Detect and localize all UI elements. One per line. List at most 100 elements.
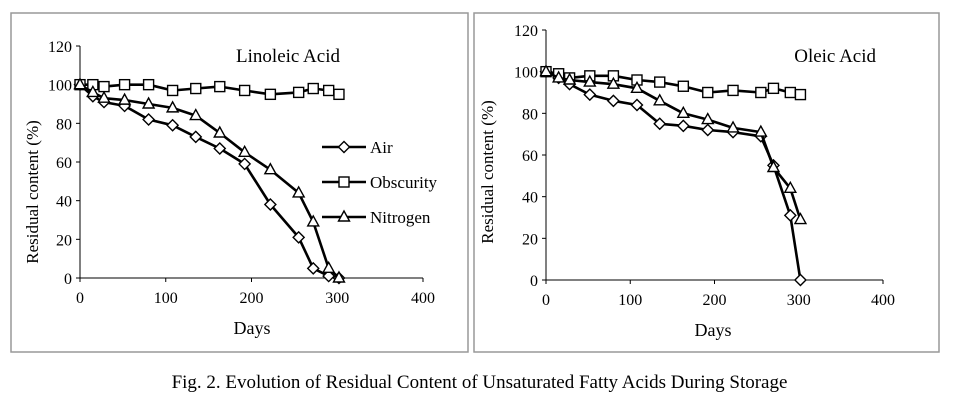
panel-frame — [473, 12, 940, 353]
data-point — [332, 270, 346, 283]
y-tick-label: 40 — [56, 194, 72, 211]
chart-title: Oleic Acid — [794, 46, 876, 67]
x-tick-label: 200 — [703, 292, 727, 309]
y-tick-label: 0 — [530, 273, 538, 290]
y-tick-label: 120 — [48, 39, 72, 56]
data-point — [237, 144, 252, 158]
y-tick-label: 40 — [522, 190, 538, 207]
data-point — [630, 80, 644, 94]
data-point — [165, 100, 180, 113]
data-point — [754, 124, 768, 137]
x-axis-label: Days — [234, 318, 271, 338]
data-point — [653, 117, 667, 131]
legend-marker — [337, 140, 351, 154]
chart-title: Linoleic Acid — [236, 46, 340, 67]
y-axis-label: Residual content (%) — [478, 100, 497, 244]
y-tick-label: 60 — [522, 148, 538, 165]
data-point — [118, 78, 131, 91]
x-tick-label: 100 — [618, 292, 642, 309]
data-point — [189, 130, 203, 144]
data-point — [727, 84, 739, 97]
data-point — [306, 261, 320, 275]
data-point — [606, 94, 620, 108]
data-point — [653, 93, 667, 106]
legend-marker — [338, 176, 350, 188]
x-tick-label: 200 — [240, 290, 264, 307]
legend-marker — [337, 209, 351, 222]
data-point — [794, 88, 807, 101]
data-point — [539, 64, 553, 77]
data-point — [755, 86, 767, 99]
y-tick-label: 80 — [522, 106, 538, 123]
x-tick-label: 0 — [76, 290, 84, 307]
data-point — [562, 72, 577, 85]
chart-panel-2: 0 20 40 60 80 100 120 0 100 200 300 400 Oleic Acid Da… — [473, 12, 940, 353]
data-point — [583, 88, 597, 102]
x-tick-label: 300 — [325, 290, 349, 307]
data-point — [292, 230, 306, 244]
data-point — [702, 86, 714, 99]
x-tick-label: 400 — [871, 292, 895, 309]
x-tick-label: 400 — [411, 290, 435, 307]
y-tick-label: 20 — [522, 231, 538, 248]
panel-frame — [10, 12, 469, 353]
figure-caption: Fig. 2. Evolution of Residual Content of… — [171, 372, 788, 393]
data-point — [141, 96, 156, 109]
data-point — [98, 80, 110, 93]
data-point — [321, 260, 336, 274]
data-point — [766, 160, 781, 173]
data-point — [238, 157, 252, 171]
y-tick-label: 120 — [514, 23, 538, 40]
data-point — [333, 88, 345, 101]
series-obscurity — [540, 65, 807, 101]
series-line — [79, 83, 340, 279]
data-point — [676, 105, 691, 119]
series-line — [79, 83, 340, 280]
data-point — [291, 185, 306, 198]
data-point — [189, 108, 203, 121]
legend-label: Obscurity — [370, 173, 438, 192]
data-point — [306, 214, 320, 227]
data-point — [701, 112, 715, 125]
data-point — [654, 76, 666, 88]
data-point — [264, 88, 277, 101]
data-point — [142, 78, 155, 91]
data-point — [142, 112, 156, 126]
data-point — [783, 180, 798, 194]
data-point — [606, 76, 621, 89]
data-point — [97, 90, 111, 103]
y-tick-label: 80 — [56, 116, 72, 133]
legend: Air Obscurity Nitrogen — [322, 138, 438, 227]
series-air — [539, 65, 807, 287]
series-nitrogen — [73, 77, 346, 283]
data-point — [292, 86, 305, 99]
data-point — [322, 84, 335, 97]
series-obscurity — [74, 78, 345, 101]
data-point — [190, 82, 202, 95]
data-point — [783, 208, 797, 222]
data-point — [767, 82, 780, 95]
x-axis-label: Days — [695, 320, 732, 340]
data-point — [583, 74, 597, 87]
data-point — [676, 119, 690, 133]
data-point — [322, 269, 336, 283]
data-point — [307, 82, 319, 95]
data-point — [551, 70, 566, 83]
data-point — [117, 92, 132, 105]
x-tick-label: 300 — [787, 292, 811, 309]
data-point — [213, 125, 227, 138]
data-point — [166, 118, 180, 132]
y-tick-label: 100 — [514, 65, 538, 82]
series-line — [545, 70, 802, 281]
x-tick-label: 0 — [542, 292, 550, 309]
series-air — [73, 78, 346, 285]
data-point — [238, 84, 251, 97]
y-tick-label: 100 — [48, 78, 72, 95]
legend-label: Air — [370, 138, 393, 157]
data-point — [701, 123, 715, 137]
data-point — [677, 80, 690, 92]
y-tick-label: 60 — [56, 155, 72, 172]
data-point — [630, 98, 644, 112]
data-point — [784, 86, 797, 99]
